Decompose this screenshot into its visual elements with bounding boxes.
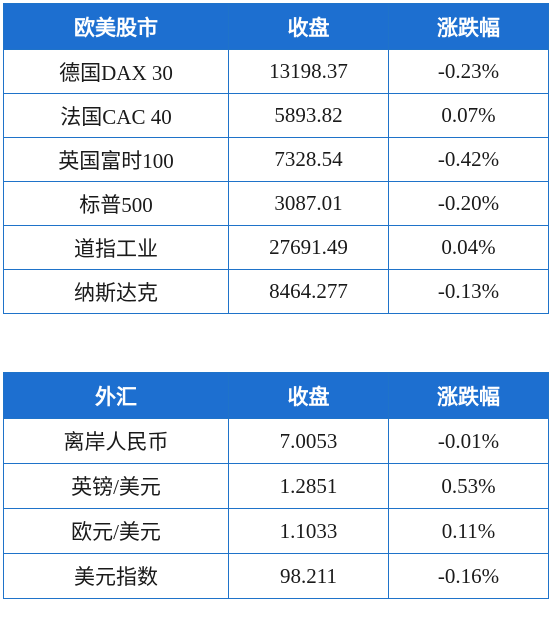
header-change: 涨跌幅 [388,372,549,419]
table-row: 英国富时100 7328.54 -0.42% [3,137,549,182]
header-forex: 外汇 [3,372,229,419]
index-name: 法国CAC 40 [3,93,229,138]
currency-name: 欧元/美元 [3,508,229,554]
close-value: 8464.277 [228,269,389,314]
table-row: 道指工业 27691.49 0.04% [3,225,549,270]
table-row: 离岸人民币 7.0053 -0.01% [3,418,549,464]
stock-market-table: 欧美股市 收盘 涨跌幅 德国DAX 30 13198.37 -0.23% 法国C… [3,3,549,314]
change-value: -0.13% [388,269,549,314]
close-value: 98.211 [228,553,389,599]
currency-name: 离岸人民币 [3,418,229,464]
table-header-row: 欧美股市 收盘 涨跌幅 [3,3,549,50]
table-row: 英镑/美元 1.2851 0.53% [3,463,549,509]
change-value: -0.23% [388,49,549,94]
index-name: 英国富时100 [3,137,229,182]
index-name: 标普500 [3,181,229,226]
header-change: 涨跌幅 [388,3,549,50]
change-value: 0.04% [388,225,549,270]
close-value: 27691.49 [228,225,389,270]
table-row: 纳斯达克 8464.277 -0.13% [3,269,549,314]
table-row: 标普500 3087.01 -0.20% [3,181,549,226]
table-row: 美元指数 98.211 -0.16% [3,553,549,599]
table-header-row: 外汇 收盘 涨跌幅 [3,372,549,419]
currency-name: 英镑/美元 [3,463,229,509]
change-value: 0.11% [388,508,549,554]
table-row: 德国DAX 30 13198.37 -0.23% [3,49,549,94]
change-value: -0.16% [388,553,549,599]
close-value: 5893.82 [228,93,389,138]
change-value: -0.20% [388,181,549,226]
change-value: -0.42% [388,137,549,182]
forex-table: 外汇 收盘 涨跌幅 离岸人民币 7.0053 -0.01% 英镑/美元 1.28… [3,372,549,599]
table-row: 法国CAC 40 5893.82 0.07% [3,93,549,138]
close-value: 7328.54 [228,137,389,182]
currency-name: 美元指数 [3,553,229,599]
header-close: 收盘 [228,3,389,50]
index-name: 德国DAX 30 [3,49,229,94]
close-value: 3087.01 [228,181,389,226]
change-value: 0.53% [388,463,549,509]
header-market: 欧美股市 [3,3,229,50]
index-name: 纳斯达克 [3,269,229,314]
close-value: 7.0053 [228,418,389,464]
change-value: 0.07% [388,93,549,138]
change-value: -0.01% [388,418,549,464]
close-value: 1.1033 [228,508,389,554]
table-row: 欧元/美元 1.1033 0.11% [3,508,549,554]
index-name: 道指工业 [3,225,229,270]
header-close: 收盘 [228,372,389,419]
close-value: 13198.37 [228,49,389,94]
close-value: 1.2851 [228,463,389,509]
